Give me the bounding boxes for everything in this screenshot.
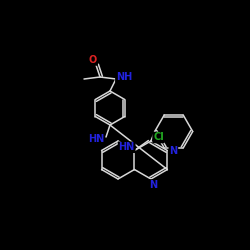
Text: HN: HN xyxy=(88,134,104,144)
Text: NH: NH xyxy=(116,72,132,82)
Text: O: O xyxy=(89,55,97,65)
Text: HN: HN xyxy=(118,142,135,152)
Text: Cl: Cl xyxy=(153,132,164,142)
Text: N: N xyxy=(169,146,177,156)
Text: N: N xyxy=(149,180,157,190)
